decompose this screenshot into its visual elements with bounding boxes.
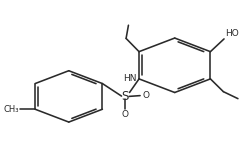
Text: CH₃: CH₃: [3, 105, 19, 114]
Text: O: O: [122, 110, 129, 119]
Text: HN: HN: [123, 74, 137, 83]
Text: HO: HO: [225, 29, 239, 38]
Text: S: S: [122, 90, 129, 103]
Text: O: O: [142, 91, 149, 100]
